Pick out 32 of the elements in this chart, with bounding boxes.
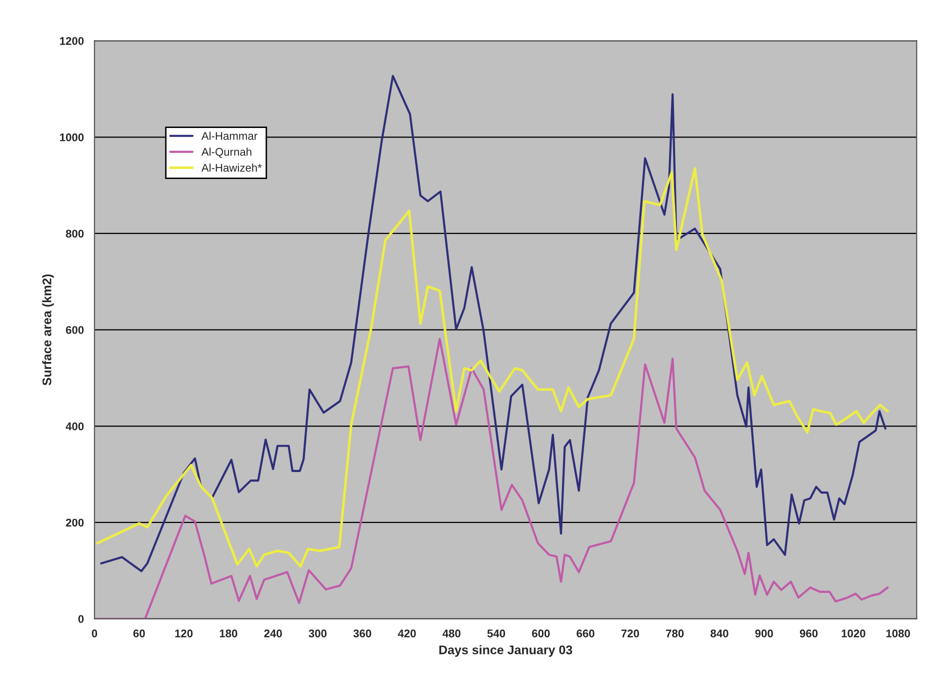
y-tick-label: 400 (66, 422, 84, 430)
x-tick-label: 960 (800, 630, 818, 638)
x-tick-label: 1020 (842, 630, 866, 638)
x-tick-label: 60 (133, 630, 145, 638)
x-tick-label: 840 (710, 630, 728, 638)
x-axis-title: Days since January 03 (439, 645, 572, 657)
y-tick-label: 800 (66, 230, 84, 238)
x-tick-label: 300 (308, 630, 327, 638)
x-tick-label: 120 (175, 630, 193, 638)
x-tick-label: 480 (442, 630, 460, 638)
x-tick-label: 360 (353, 630, 372, 638)
x-tick-label: 420 (398, 630, 416, 638)
y-tick-label: 600 (66, 326, 84, 334)
y-tick-label: 1000 (60, 133, 84, 142)
y-axis-title: Surface area (km2) (42, 274, 54, 386)
legend-label: Al-Hammar (201, 132, 258, 140)
x-tick-label: 600 (532, 630, 550, 638)
x-tick-label: 1080 (886, 630, 910, 638)
x-tick-label: 540 (487, 630, 506, 638)
y-tick-label: 200 (66, 518, 84, 527)
x-tick-label: 180 (220, 630, 238, 638)
y-tick-label: 0 (78, 615, 84, 623)
x-tick-label: 660 (576, 630, 594, 638)
x-tick-label: 720 (621, 630, 640, 638)
x-tick-label: 780 (666, 630, 684, 638)
x-tick-label: 0 (92, 630, 98, 638)
x-tick-label: 240 (264, 630, 282, 638)
y-tick-label: 1200 (60, 37, 84, 45)
legend-label: Al-Qurnah (201, 148, 252, 158)
line-series (100, 74, 886, 572)
legend-label: Al-Hawizeh* (201, 164, 262, 172)
x-tick-label: 900 (755, 630, 773, 638)
